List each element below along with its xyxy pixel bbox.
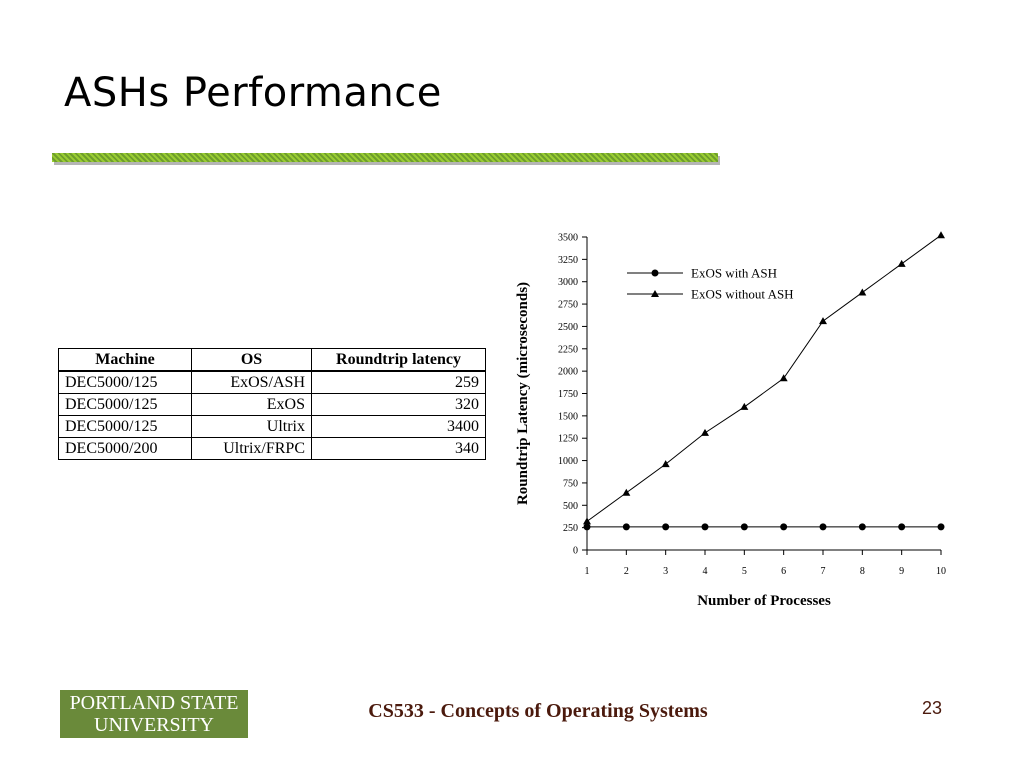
series-1-point	[662, 523, 670, 531]
y-tick-label: 3250	[558, 255, 578, 266]
y-tick-label: 1750	[558, 389, 578, 400]
x-tick-label: 5	[742, 566, 747, 577]
y-tick-label: 3500	[558, 233, 578, 244]
y-tick-label: 0	[573, 546, 578, 557]
table-row: DEC5000/125 Ultrix 3400	[58, 415, 486, 438]
legend-marker	[651, 290, 659, 297]
series-1-point	[583, 523, 591, 531]
series-1-point	[858, 523, 866, 531]
series-2-point	[740, 402, 749, 410]
cell-os: Ultrix	[191, 415, 312, 438]
series-2-point	[622, 488, 631, 496]
x-tick-label: 7	[821, 566, 826, 577]
series-2-point	[937, 231, 945, 239]
series-1-point	[701, 523, 709, 531]
table-row: DEC5000/125 ExOS/ASH 259	[58, 370, 486, 394]
logo-line-2: UNIVERSITY	[94, 714, 214, 736]
x-tick-label: 3	[663, 566, 668, 577]
cell-os: ExOS	[191, 393, 312, 416]
table-row: DEC5000/125 ExOS 320	[58, 393, 486, 416]
y-axis-label: Roundtrip Latency (microseconds)	[515, 282, 531, 505]
series-2-point	[779, 374, 788, 382]
series-1-point	[898, 523, 906, 531]
legend-marker	[651, 269, 659, 277]
logo-line-1: PORTLAND STATE	[69, 692, 239, 714]
y-tick-label: 3000	[558, 277, 578, 288]
y-tick-label: 500	[563, 501, 578, 512]
x-tick-label: 10	[936, 566, 946, 577]
header-latency: Roundtrip latency	[311, 348, 486, 372]
x-tick-label: 1	[585, 566, 590, 577]
cell-latency: 3400	[311, 415, 486, 438]
series-2-point	[897, 259, 906, 267]
series-1-point	[780, 523, 788, 531]
latency-table: Machine OS Roundtrip latency DEC5000/125…	[58, 348, 486, 460]
latency-line-chart: 0250500750100012501500175020002250250027…	[515, 231, 946, 609]
cell-machine: DEC5000/200	[58, 437, 192, 460]
cell-machine: DEC5000/125	[58, 370, 192, 394]
y-tick-label: 2500	[558, 322, 578, 333]
cell-latency: 320	[311, 393, 486, 416]
series-1-point	[937, 523, 945, 531]
cell-machine: DEC5000/125	[58, 393, 192, 416]
y-tick-label: 2750	[558, 300, 578, 311]
page-number: 23	[922, 698, 943, 718]
x-tick-label: 4	[703, 566, 708, 577]
series-1-point	[740, 523, 748, 531]
header-os: OS	[191, 348, 312, 372]
y-tick-label: 250	[563, 523, 578, 534]
cell-latency: 340	[311, 437, 486, 460]
x-tick-label: 8	[860, 566, 865, 577]
series-2-point	[858, 288, 867, 296]
series-2-point	[701, 428, 709, 436]
table-header-row: Machine OS Roundtrip latency	[58, 348, 486, 372]
series-2-point	[819, 317, 827, 325]
footer-course-title: CS533 - Concepts of Operating Systems	[368, 700, 708, 722]
slide-title: ASHs Performance	[64, 70, 442, 116]
x-tick-label: 9	[899, 566, 904, 577]
legend-label: ExOS with ASH	[691, 266, 777, 281]
y-tick-label: 1000	[558, 456, 578, 467]
cell-machine: DEC5000/125	[58, 415, 192, 438]
series-1-point	[819, 523, 827, 531]
table-row: DEC5000/200 Ultrix/FRPC 340	[58, 437, 486, 460]
header-machine: Machine	[58, 348, 192, 372]
y-tick-label: 1500	[558, 411, 578, 422]
y-tick-label: 1250	[558, 434, 578, 445]
series-2-point	[583, 517, 591, 525]
cell-latency: 259	[311, 370, 486, 394]
title-divider	[52, 153, 718, 162]
cell-os: ExOS/ASH	[191, 370, 312, 394]
x-tick-label: 2	[624, 566, 629, 577]
series-1-point	[622, 523, 630, 531]
y-tick-label: 750	[563, 478, 578, 489]
university-logo: PORTLAND STATE UNIVERSITY	[60, 690, 248, 738]
y-tick-label: 2000	[558, 367, 578, 378]
series-2-point	[661, 460, 670, 468]
x-tick-label: 6	[781, 566, 786, 577]
legend-label: ExOS without ASH	[691, 287, 794, 302]
series-line-2	[586, 234, 942, 522]
x-axis-label: Number of Processes	[697, 593, 831, 609]
cell-os: Ultrix/FRPC	[191, 437, 312, 460]
y-tick-label: 2250	[558, 344, 578, 355]
